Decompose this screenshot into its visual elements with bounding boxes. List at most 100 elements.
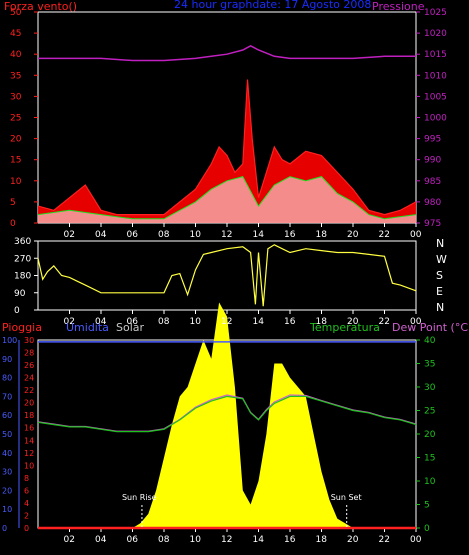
rain-y-tick-label: 12 <box>24 449 34 458</box>
pressure-y-tick-label: 975 <box>424 219 441 229</box>
wind-x-tick-label: 00 <box>410 230 422 240</box>
solar-x-tick-label: 16 <box>284 535 296 545</box>
pressure-y-tick-label: 995 <box>424 135 441 145</box>
solar-x-tick-label: 22 <box>379 535 390 545</box>
rain-y-tick-label: 24 <box>24 374 34 383</box>
direction-y-tick-label: 90 <box>14 289 26 299</box>
solar-x-tick-label: 06 <box>127 535 139 545</box>
rain-y-tick-label: 2 <box>24 511 29 520</box>
wind-y-tick-label: 45 <box>10 29 21 39</box>
solar-x-tick-label: 00 <box>410 535 422 545</box>
direction-x-tick-label: 02 <box>64 317 75 327</box>
direction-x-tick-label: 16 <box>284 317 296 327</box>
rain-y-tick-label: 14 <box>24 436 34 445</box>
rain-y-tick-label: 6 <box>24 486 29 495</box>
compass-label: S <box>436 269 443 282</box>
solar-x-tick-label: 20 <box>347 535 359 545</box>
wind-average-line <box>37 176 417 220</box>
wind-x-tick-label: 14 <box>253 230 265 240</box>
solar-x-tick-label: 18 <box>316 535 328 545</box>
humidity-legend: Umidita <box>66 321 109 334</box>
wind-y-tick-label: 40 <box>10 50 22 60</box>
direction-y-tick-label: 0 <box>14 306 20 316</box>
compass-label: W <box>436 253 447 266</box>
wind-y-tick-label: 20 <box>10 135 22 145</box>
wind-x-tick-label: 06 <box>127 230 139 240</box>
direction-x-tick-label: 22 <box>379 317 390 327</box>
direction-panel-frame <box>37 240 417 311</box>
pressure-y-tick-label: 985 <box>424 177 441 187</box>
sunset-label: Sun Set <box>331 493 362 502</box>
temperature-legend: Temperatura <box>309 321 380 334</box>
compass-label: E <box>436 285 443 298</box>
wind-x-tick-label: 04 <box>95 230 107 240</box>
pressure-line <box>38 44 416 62</box>
humidity-y-tick-label: 50 <box>2 430 12 439</box>
direction-x-tick-label: 00 <box>410 317 422 327</box>
rain-y-tick-label: 10 <box>24 461 34 470</box>
solar-x-tick-label: 10 <box>190 535 202 545</box>
rain-y-tick-label: 0 <box>24 524 29 533</box>
pressure-y-tick-label: 990 <box>424 156 441 166</box>
rain-y-tick-label: 18 <box>24 411 34 420</box>
solar-x-tick-label: 12 <box>221 535 232 545</box>
pressure-axis-label: Pressione <box>372 0 425 13</box>
wind-x-tick-label: 18 <box>316 230 328 240</box>
temperature-line <box>37 395 417 433</box>
compass-label: N <box>436 237 444 250</box>
direction-y-tick-label: 180 <box>14 272 31 282</box>
pressure-y-tick-label: 1015 <box>424 50 447 60</box>
pressure-y-tick-label: 1025 <box>424 8 447 18</box>
rain-y-tick-label: 28 <box>24 349 34 358</box>
chart-title: 24 hour graphdate: 17 Agosto 2008 <box>174 0 371 11</box>
pressure-y-tick-label: 1020 <box>424 29 447 39</box>
direction-y-tick-label: 360 <box>14 237 31 247</box>
pressure-y-tick-label: 1000 <box>424 114 447 124</box>
direction-x-tick-label: 14 <box>253 317 265 327</box>
solar-x-tick-label: 02 <box>64 535 75 545</box>
wind-x-tick-label: 20 <box>347 230 359 240</box>
pressure-y-tick-label: 1005 <box>424 92 447 102</box>
temperature-y-tick-label: 25 <box>424 407 435 417</box>
temperature-y-tick-label: 5 <box>424 501 430 511</box>
rain-y-tick-label: 8 <box>24 474 29 483</box>
solar-legend: Solar <box>116 321 145 334</box>
solar-x-tick-label: 04 <box>95 535 107 545</box>
pressure-y-tick-label: 980 <box>424 198 441 208</box>
temperature-y-tick-label: 20 <box>424 430 436 440</box>
direction-x-tick-label: 12 <box>221 317 232 327</box>
wind-x-tick-label: 22 <box>379 230 390 240</box>
wind-y-tick-label: 15 <box>10 156 21 166</box>
wind-y-tick-label: 30 <box>10 92 22 102</box>
wind-y-tick-label: 0 <box>10 219 16 229</box>
direction-x-tick-label: 18 <box>316 317 328 327</box>
direction-x-tick-label: 20 <box>347 317 359 327</box>
wind-y-tick-label: 35 <box>10 71 21 81</box>
dew-point-legend: Dew Point (°C) <box>392 321 469 334</box>
solar-x-tick-label: 14 <box>253 535 265 545</box>
wind-average-area <box>38 176 416 223</box>
wind-x-tick-label: 16 <box>284 230 296 240</box>
humidity-y-tick-label: 30 <box>2 468 12 477</box>
wind-x-tick-label: 08 <box>158 230 170 240</box>
direction-x-tick-label: 06 <box>127 317 139 327</box>
rain-y-tick-label: 4 <box>24 499 29 508</box>
humidity-y-tick-label: 20 <box>2 486 12 495</box>
humidity-y-tick-label: 10 <box>2 505 12 514</box>
temperature-y-tick-label: 35 <box>424 360 435 370</box>
wind-x-tick-label: 02 <box>64 230 75 240</box>
temperature-y-tick-label: 30 <box>424 383 436 393</box>
wind-direction-line <box>37 244 417 307</box>
direction-x-tick-label: 10 <box>190 317 202 327</box>
temperature-y-tick-label: 0 <box>424 524 430 534</box>
humidity-y-tick-label: 0 <box>2 524 7 533</box>
humidity-y-tick-label: 90 <box>2 355 12 364</box>
humidity-y-tick-label: 60 <box>2 411 12 420</box>
temperature-y-tick-label: 40 <box>424 336 436 346</box>
wind-y-tick-label: 50 <box>10 8 22 18</box>
temperature-y-tick-label: 10 <box>424 477 436 487</box>
wind-gust-line <box>37 79 417 216</box>
rain-y-tick-label: 26 <box>24 361 34 370</box>
